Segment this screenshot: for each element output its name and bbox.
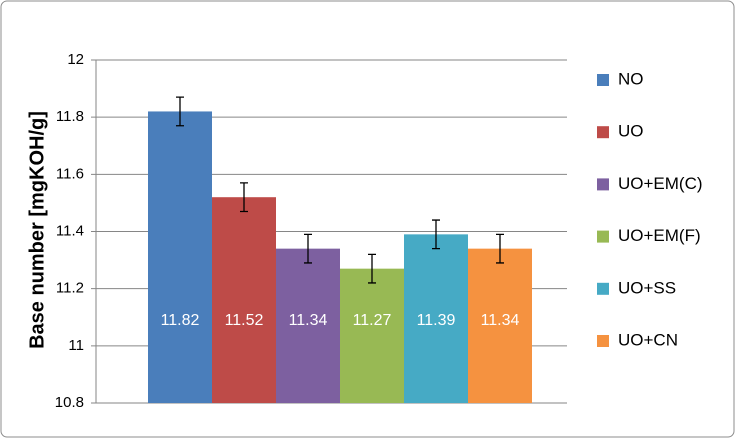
bar	[340, 268, 404, 403]
value-label: 11.82	[161, 312, 200, 329]
bar	[212, 197, 276, 403]
error-bar	[240, 182, 248, 213]
y-tick-label: 11.6	[56, 165, 84, 182]
bar	[276, 248, 340, 403]
y-tick-label: 11	[68, 337, 84, 354]
value-label: 11.34	[481, 312, 520, 329]
bar	[404, 234, 468, 403]
error-bar	[496, 233, 504, 264]
error-bar	[368, 253, 376, 284]
value-label: 11.52	[225, 312, 264, 329]
legend-swatch	[597, 126, 609, 139]
y-tick-label: 10.8	[55, 394, 84, 411]
y-tick-label: 11.2	[56, 280, 84, 297]
legend-label: UO	[618, 122, 644, 141]
error-bar	[304, 233, 312, 264]
bar	[468, 248, 532, 403]
legend-label: UO+CN	[618, 330, 678, 349]
legend-swatch	[597, 74, 609, 86]
error-bar	[432, 219, 440, 250]
legend-label: UO+EM(C)	[618, 174, 703, 193]
legend-label: NO	[618, 69, 644, 88]
legend-swatch	[597, 178, 609, 191]
error-bar	[176, 96, 184, 127]
value-label: 11.34	[289, 312, 328, 329]
value-label: 11.27	[353, 312, 392, 329]
y-tick-label: 11.4	[56, 222, 84, 239]
value-label: 11.39	[417, 312, 456, 329]
legend-swatch	[597, 230, 609, 243]
y-axis-label: Base number [mgKOH/g]	[26, 111, 48, 349]
legend-label: UO+EM(F)	[618, 226, 701, 245]
y-tick-label: 11.8	[56, 108, 84, 125]
y-tick-label: 12	[67, 51, 84, 68]
legend-swatch	[597, 282, 609, 295]
legend-swatch	[597, 335, 609, 347]
bar	[148, 111, 212, 403]
legend-label: UO+SS	[618, 278, 676, 297]
